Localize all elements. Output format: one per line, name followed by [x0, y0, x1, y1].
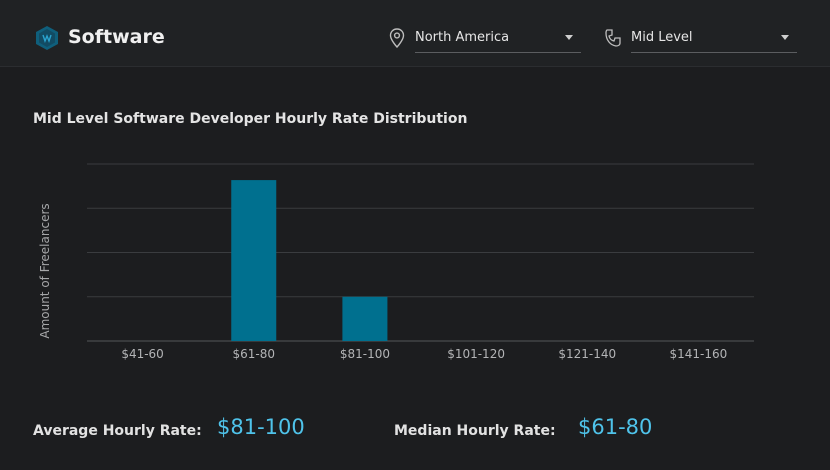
average-rate-label: Average Hourly Rate: [33, 423, 202, 439]
software-logo-icon [36, 26, 58, 50]
bar-6180[interactable] [231, 180, 277, 341]
x-tick-label: $141-160 [670, 347, 728, 361]
median-rate-value: $61-80 [578, 415, 653, 439]
x-tick-label: $101-120 [447, 347, 505, 361]
location-pin-icon [389, 28, 405, 48]
hourly-rate-chart: $41-60 $61-80 $81-100 $101-120 $121-140 $141-… [87, 163, 754, 361]
x-tick-label: $61-80 [232, 347, 275, 361]
top-bar: Software North America Mid Level [0, 0, 830, 67]
average-rate-value: $81-100 [217, 415, 305, 439]
location-select[interactable]: North America [415, 26, 581, 53]
chevron-down-icon [781, 35, 789, 40]
location-select-value: North America [415, 30, 510, 45]
x-tick-label: $41-60 [121, 347, 164, 361]
x-tick-label: $81-100 [340, 347, 390, 361]
user-level-icon [605, 29, 621, 47]
bar-81100[interactable] [342, 296, 388, 341]
chevron-down-icon [565, 35, 573, 40]
median-rate-label: Median Hourly Rate: [394, 423, 556, 439]
app-title: Software [68, 26, 165, 48]
x-tick-label: $121-140 [558, 347, 616, 361]
level-select[interactable]: Mid Level [631, 26, 797, 53]
chart-title: Mid Level Software Developer Hourly Rate… [33, 111, 468, 127]
level-select-value: Mid Level [631, 30, 693, 45]
